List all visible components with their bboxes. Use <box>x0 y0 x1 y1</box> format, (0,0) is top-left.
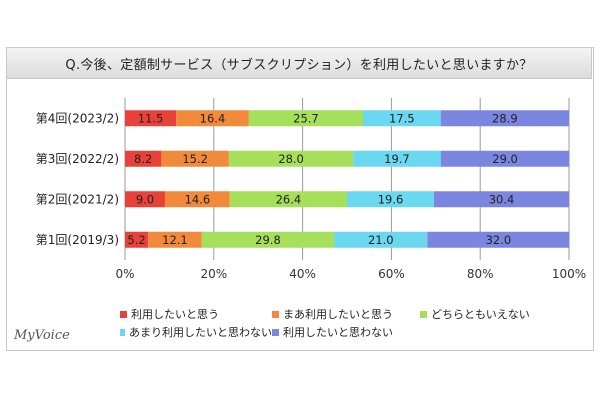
legend-item: まあ利用したいと思う <box>272 306 420 322</box>
x-tick-label: 40% <box>289 267 316 281</box>
x-tick-label: 100% <box>552 267 586 281</box>
data-label: 11.5 <box>138 111 164 125</box>
legend-swatch <box>120 310 127 318</box>
category-label: 第3回(2022/2) <box>36 152 119 166</box>
data-label: 17.5 <box>389 111 415 125</box>
x-tick-label: 20% <box>200 267 227 281</box>
legend-item: 利用したいと思う <box>120 306 272 322</box>
bar-segment <box>228 150 354 167</box>
chart-title-text: Q.今後、定額制サービス（サブスクリプション）を利用したいと思いますか？ <box>65 57 533 73</box>
data-label: 19.6 <box>378 192 404 206</box>
x-tick-label: 0% <box>115 267 134 281</box>
legend-swatch <box>120 328 125 336</box>
bar-segment <box>362 110 441 127</box>
bar-segment <box>125 110 177 127</box>
category-label: 第1回(2019/3) <box>36 233 119 247</box>
legend-label: まあ利用したいと思う <box>283 308 393 321</box>
bar-segment <box>125 150 162 167</box>
bar-segment <box>125 191 165 208</box>
bar-segment <box>161 150 229 167</box>
data-label: 25.7 <box>293 111 319 125</box>
data-label: 21.0 <box>368 233 394 247</box>
bar-segment <box>148 231 202 248</box>
data-label: 15.2 <box>182 152 208 166</box>
legend-label: どちらともいえない <box>431 308 530 321</box>
bar-segment <box>164 191 230 208</box>
bar-segment <box>229 191 347 208</box>
data-label: 14.6 <box>185 192 211 206</box>
legend-swatch <box>272 310 279 318</box>
bar-segment <box>201 231 335 248</box>
data-label: 28.0 <box>278 152 304 166</box>
legend-label: 利用したいと思わない <box>283 326 393 339</box>
bar-segment <box>440 110 569 127</box>
brand-logo: MyVoice <box>14 328 70 343</box>
bar-segment <box>347 191 435 208</box>
data-label: 12.1 <box>162 233 188 247</box>
data-label: 26.4 <box>276 192 302 206</box>
bar-segment <box>353 150 441 167</box>
bar-segment <box>176 110 249 127</box>
category-label: 第4回(2023/2) <box>36 111 119 125</box>
legend-item: どちらともいえない <box>420 306 570 322</box>
data-label: 19.7 <box>384 152 410 166</box>
bar-segment <box>248 110 363 127</box>
chart-legend: 利用したいと思う まあ利用したいと思う どちらともいえないあまり利用したいと思わない… <box>120 305 580 341</box>
x-tick-label: 60% <box>378 267 405 281</box>
data-label: 29.0 <box>492 152 518 166</box>
legend-row: 利用したいと思う まあ利用したいと思う どちらともいえない <box>120 305 580 323</box>
data-label: 8.2 <box>134 152 152 166</box>
data-label: 32.0 <box>486 233 512 247</box>
category-label: 第2回(2021/2) <box>36 192 119 206</box>
data-label: 28.9 <box>492 111 518 125</box>
legend-row: あまり利用したいと思わない 利用したいと思わない <box>120 323 580 341</box>
legend-swatch <box>272 328 279 336</box>
chart-title: Q.今後、定額制サービス（サブスクリプション）を利用したいと思いますか？ <box>6 47 592 79</box>
legend-label: あまり利用したいと思わない <box>129 326 272 339</box>
legend-label: 利用したいと思う <box>131 308 219 321</box>
data-label: 30.4 <box>489 192 515 206</box>
bar-segment <box>440 150 570 167</box>
legend-item: あまり利用したいと思わない <box>120 324 272 340</box>
bar-segment <box>434 191 569 208</box>
data-label: 16.4 <box>200 111 226 125</box>
bar-segment <box>125 231 149 248</box>
legend-swatch <box>420 310 427 318</box>
legend-item: 利用したいと思わない <box>272 324 420 340</box>
x-tick-label: 80% <box>467 267 494 281</box>
data-label: 29.8 <box>255 233 281 247</box>
data-label: 9.0 <box>136 192 154 206</box>
bar-segment <box>334 231 428 248</box>
data-label: 5.2 <box>127 233 145 247</box>
bar-segment <box>427 231 570 248</box>
